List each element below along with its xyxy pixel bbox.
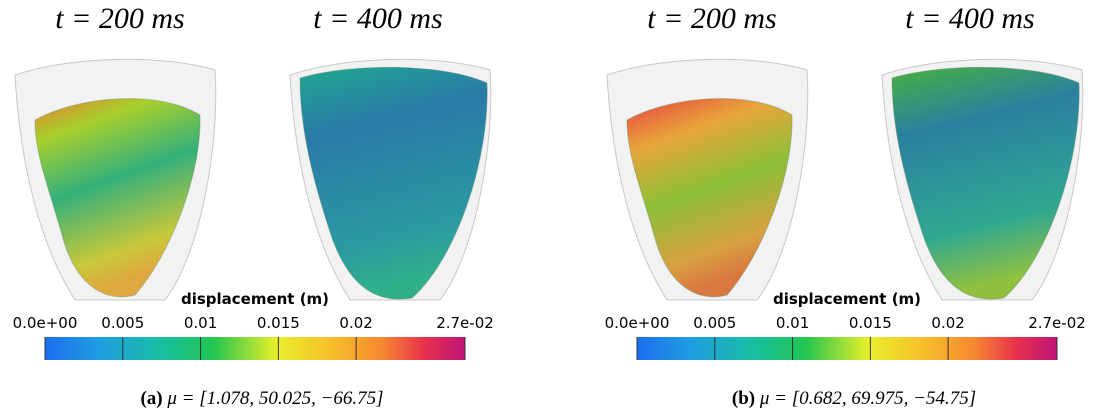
caption-label: (b) xyxy=(732,388,755,409)
colorbar-tick-label: 0.0e+00 xyxy=(13,314,78,332)
colorbar-tick-label: 0.01 xyxy=(184,314,217,332)
colorbar xyxy=(45,337,465,360)
panel: t = 200 ms t = 400 ms displacement (m) 0.0e… xyxy=(605,2,1086,409)
caption-text: μ = [0.682, 69.975, −54.75] xyxy=(759,388,976,409)
colorbar-tick-label: 0.0e+00 xyxy=(605,314,670,332)
colorbar-tick-label: 0.01 xyxy=(776,314,809,332)
colorbar-title: displacement (m) xyxy=(773,290,921,308)
time-label: t = 400 ms xyxy=(905,2,1034,35)
colorbar-tick-label: 2.7e-02 xyxy=(1028,314,1086,332)
caption-label: (a) xyxy=(140,388,162,409)
time-label: t = 200 ms xyxy=(647,2,776,35)
figure: t = 200 ms t = 400 ms displacement (m) 0.0e… xyxy=(0,0,1107,419)
colorbar xyxy=(637,337,1057,360)
colorbar-tick-label: 0.015 xyxy=(257,314,300,332)
time-label: t = 400 ms xyxy=(313,2,442,35)
time-label: t = 200 ms xyxy=(55,2,184,35)
colorbar-tick-label: 0.015 xyxy=(849,314,892,332)
caption: (a) μ = [1.078, 50.025, −66.75] xyxy=(140,388,383,409)
colorbar-tick-label: 0.005 xyxy=(693,314,736,332)
colorbar-tick-label: 0.02 xyxy=(339,314,372,332)
colorbar-tick-label: 0.02 xyxy=(931,314,964,332)
colorbar-tick-label: 0.005 xyxy=(101,314,144,332)
caption: (b) μ = [0.682, 69.975, −54.75] xyxy=(732,388,976,409)
colorbar-title: displacement (m) xyxy=(181,290,329,308)
colorbar-tick-label: 2.7e-02 xyxy=(436,314,494,332)
panel: t = 200 ms t = 400 ms displacement (m) 0.0e… xyxy=(13,2,494,409)
caption-text: μ = [1.078, 50.025, −66.75] xyxy=(166,388,383,409)
